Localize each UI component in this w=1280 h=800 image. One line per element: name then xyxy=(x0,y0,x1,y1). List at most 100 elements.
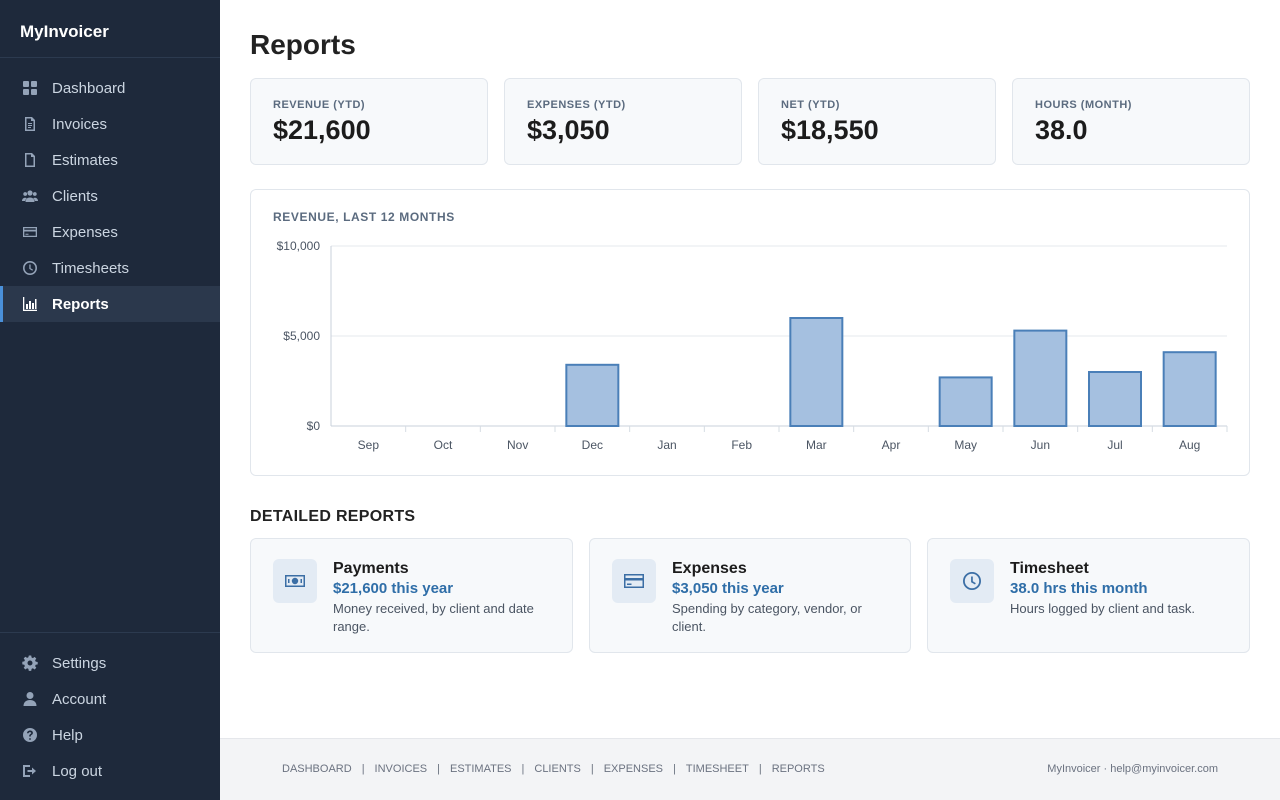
gear-icon xyxy=(20,653,40,673)
footer-link-invoices[interactable]: INVOICES xyxy=(374,763,428,775)
sidebar-bottom-nav: Settings Account Help Log out xyxy=(0,632,220,789)
sidebar-item-account[interactable]: Account xyxy=(0,681,220,717)
x-tick-label: May xyxy=(954,438,977,452)
help-icon xyxy=(20,725,40,745)
report-card-text: Payments $21,600 this year Money receive… xyxy=(333,559,550,634)
sidebar-item-label: Timesheets xyxy=(52,259,129,277)
report-card-timesheet[interactable]: Timesheet 38.0 hrs this month Hours logg… xyxy=(927,538,1250,653)
x-tick-label: Sep xyxy=(358,438,380,452)
sidebar: MyInvoicer Dashboard Invoices Estimates … xyxy=(0,0,220,800)
footer-links: DASHBOARD | INVOICES | ESTIMATES | CLIEN… xyxy=(282,763,825,775)
x-tick-label: Apr xyxy=(882,438,901,452)
footer-separator: | xyxy=(758,763,762,775)
sidebar-item-label: Reports xyxy=(52,295,109,313)
footer-link-estimates[interactable]: ESTIMATES xyxy=(449,763,512,775)
x-tick-label: Jan xyxy=(657,438,676,452)
footer-separator: | xyxy=(521,763,525,775)
sidebar-item-help[interactable]: Help xyxy=(0,717,220,753)
invoice-icon xyxy=(20,114,40,134)
clock-icon xyxy=(950,559,994,603)
sidebar-item-label: Estimates xyxy=(52,151,118,169)
sidebar-nav: Dashboard Invoices Estimates Clients Exp… xyxy=(0,58,220,322)
sidebar-item-label: Account xyxy=(52,690,107,708)
footer-link-timesheet[interactable]: TIMESHEET xyxy=(685,763,749,775)
stat-value: $21,600 xyxy=(273,115,371,145)
x-tick-label: Oct xyxy=(434,438,453,452)
footer: DASHBOARD | INVOICES | ESTIMATES | CLIEN… xyxy=(220,738,1280,800)
y-tick-label: $5,000 xyxy=(283,329,320,343)
sidebar-item-label: Help xyxy=(52,726,83,744)
sidebar-item-timesheets[interactable]: Timesheets xyxy=(0,250,220,286)
footer-separator: | xyxy=(673,763,676,775)
credit-card-icon xyxy=(612,559,656,603)
clients-icon xyxy=(20,186,40,206)
chart-title: REVENUE, LAST 12 MONTHS xyxy=(273,210,455,224)
app-brand[interactable]: MyInvoicer xyxy=(0,0,220,58)
report-card-title: Expenses xyxy=(672,560,747,577)
sidebar-item-expenses[interactable]: Expenses xyxy=(0,214,220,250)
y-tick-label: $0 xyxy=(307,419,321,433)
footer-separator: | xyxy=(590,763,594,775)
footer-link-reports[interactable]: REPORTS xyxy=(771,763,825,775)
x-tick-label: Jul xyxy=(1107,438,1122,452)
clock-icon xyxy=(20,258,40,278)
report-card-description: Hours logged by client and task. xyxy=(1010,601,1195,616)
report-card-subtitle: $21,600 this year xyxy=(333,580,454,597)
estimate-icon xyxy=(20,150,40,170)
sidebar-item-estimates[interactable]: Estimates xyxy=(0,142,220,178)
sidebar-item-invoices[interactable]: Invoices xyxy=(0,106,220,142)
report-card-expenses[interactable]: Expenses $3,050 this year Spending by ca… xyxy=(589,538,911,653)
x-tick-label: Jun xyxy=(1031,438,1050,452)
report-card-description: Money received, by client and date range… xyxy=(333,601,534,634)
dashboard-icon xyxy=(20,78,40,98)
bar-may xyxy=(938,376,993,427)
report-card-payments[interactable]: Payments $21,600 this year Money receive… xyxy=(250,538,573,653)
logout-icon xyxy=(20,761,40,781)
x-tick-label: Feb xyxy=(731,438,752,452)
footer-link-expenses[interactable]: EXPENSES xyxy=(603,763,664,775)
sidebar-item-label: Clients xyxy=(52,187,98,205)
report-card-title: Timesheet xyxy=(1010,560,1089,577)
sidebar-item-logout[interactable]: Log out xyxy=(0,753,220,789)
revenue-chart-card: REVENUE, LAST 12 MONTHS $0 $5,000 $10,000 S… xyxy=(250,189,1250,476)
report-card-text: Timesheet 38.0 hrs this month Hours logg… xyxy=(1010,559,1195,632)
x-tick-label: Aug xyxy=(1179,438,1200,452)
report-card-subtitle: 38.0 hrs this month xyxy=(1010,580,1148,597)
report-card-description: Spending by category, vendor, or client. xyxy=(672,601,862,634)
bar-mar xyxy=(789,317,844,427)
detailed-reports-title: DETAILED REPORTS xyxy=(250,508,416,525)
sidebar-item-settings[interactable]: Settings xyxy=(0,645,220,681)
stat-card-revenue: REVENUE (YTD) $21,600 xyxy=(250,78,488,165)
sidebar-item-label: Invoices xyxy=(52,115,108,133)
x-tick-label: Dec xyxy=(582,438,603,452)
x-tick-label: Mar xyxy=(806,438,827,452)
sidebar-item-label: Settings xyxy=(52,654,107,672)
footer-link-dashboard[interactable]: DASHBOARD xyxy=(282,763,352,775)
bar-chart-icon xyxy=(20,294,40,314)
y-tick-label: $10,000 xyxy=(277,239,321,253)
stat-label: NET (YTD) xyxy=(781,99,840,111)
sidebar-item-dashboard[interactable]: Dashboard xyxy=(0,70,220,106)
sidebar-item-label: Expenses xyxy=(52,223,118,241)
sidebar-item-label: Dashboard xyxy=(52,79,126,97)
stat-value: 38.0 xyxy=(1035,115,1088,145)
stat-value: $3,050 xyxy=(527,115,610,145)
report-card-text: Expenses $3,050 this year Spending by ca… xyxy=(672,559,888,634)
user-icon xyxy=(20,689,40,709)
stat-value: $18,550 xyxy=(781,115,879,145)
sidebar-item-clients[interactable]: Clients xyxy=(0,178,220,214)
sidebar-item-reports[interactable]: Reports xyxy=(0,286,220,322)
stat-label: EXPENSES (YTD) xyxy=(527,99,626,111)
stat-card-net: NET (YTD) $18,550 xyxy=(758,78,996,165)
bar-jun xyxy=(1013,329,1068,428)
sidebar-item-label: Log out xyxy=(52,762,103,780)
x-tick-label: Nov xyxy=(507,438,528,452)
footer-separator: | xyxy=(437,763,440,775)
revenue-bar-chart: $0 $5,000 $10,000 Sep Oct Nov Dec Jan Feb Mar Apr M… xyxy=(277,239,1228,452)
report-card-title: Payments xyxy=(333,560,409,577)
footer-link-clients[interactable]: CLIENTS xyxy=(534,763,581,775)
bar-dec xyxy=(565,363,620,428)
main-content: Reports REVENUE (YTD) $21,600 EXPENSES (… xyxy=(220,0,1280,738)
bar-jul xyxy=(1088,371,1142,427)
report-card-subtitle: $3,050 this year xyxy=(672,580,784,597)
